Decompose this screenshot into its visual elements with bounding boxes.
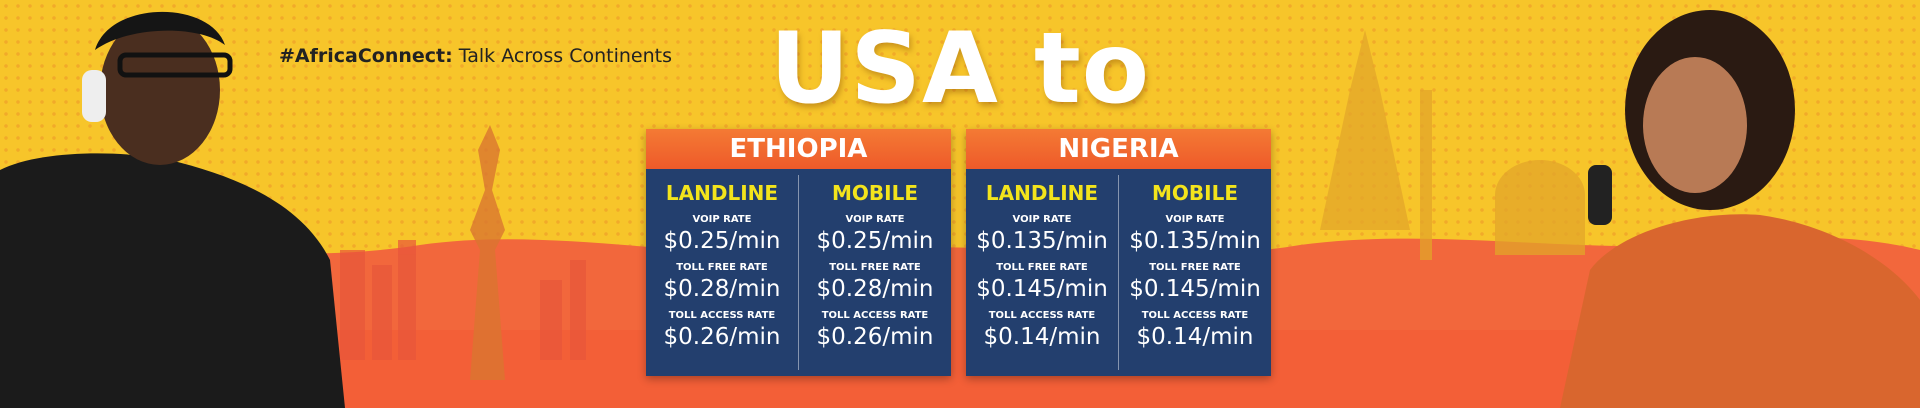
country-panel: ETHIOPIA LANDLINE VOIP RATE $0.25/min TOLL F…: [646, 129, 951, 376]
headline: USA to: [769, 12, 1151, 126]
rate-column: LANDLINE VOIP RATE $0.135/min TOLL FREE RAT…: [966, 169, 1118, 376]
rate-price: $0.25/min: [663, 228, 781, 254]
column-title: MOBILE: [832, 181, 918, 205]
rate-label: TOLL FREE RATE: [676, 262, 768, 273]
rate-label: TOLL ACCESS RATE: [821, 310, 929, 321]
column-title: MOBILE: [1152, 181, 1238, 205]
rate-price: $0.14/min: [1136, 324, 1254, 350]
rate-column: MOBILE VOIP RATE $0.135/min TOLL FREE RATE $…: [1118, 175, 1271, 370]
column-title: LANDLINE: [665, 181, 779, 205]
country-name: ETHIOPIA: [646, 129, 951, 169]
rate-price: $0.135/min: [1129, 228, 1261, 254]
rate-price: $0.145/min: [976, 276, 1108, 302]
rate-column: LANDLINE VOIP RATE $0.25/min TOLL FREE RATE…: [646, 169, 798, 376]
rate-label: TOLL FREE RATE: [996, 262, 1088, 273]
rate-columns: LANDLINE VOIP RATE $0.135/min TOLL FREE RAT…: [966, 169, 1271, 376]
rate-columns: LANDLINE VOIP RATE $0.25/min TOLL FREE RATE…: [646, 169, 951, 376]
rate-label: TOLL ACCESS RATE: [668, 310, 776, 321]
tagline: #AfricaConnect: Talk Across Continents: [279, 45, 672, 67]
tagline-prefix: #AfricaConnect:: [279, 45, 453, 67]
rate-price: $0.28/min: [663, 276, 781, 302]
rate-label: TOLL ACCESS RATE: [988, 310, 1096, 321]
rate-label: VOIP RATE: [845, 214, 905, 225]
rate-price: $0.145/min: [1129, 276, 1261, 302]
rate-label: TOLL FREE RATE: [829, 262, 921, 273]
column-title: LANDLINE: [985, 181, 1099, 205]
rate-label: VOIP RATE: [692, 214, 752, 225]
rate-column: MOBILE VOIP RATE $0.25/min TOLL FREE RATE $0…: [798, 175, 951, 370]
rate-label: VOIP RATE: [1165, 214, 1225, 225]
rate-price: $0.135/min: [976, 228, 1108, 254]
rate-label: VOIP RATE: [1012, 214, 1072, 225]
rate-price: $0.26/min: [816, 324, 934, 350]
rate-price: $0.28/min: [816, 276, 934, 302]
country-panel: NIGERIA LANDLINE VOIP RATE $0.135/min TOLL F…: [966, 129, 1271, 376]
rate-price: $0.14/min: [983, 324, 1101, 350]
tagline-text: Talk Across Continents: [458, 45, 672, 67]
rate-label: TOLL ACCESS RATE: [1141, 310, 1249, 321]
country-name: NIGERIA: [966, 129, 1271, 169]
rate-price: $0.26/min: [663, 324, 781, 350]
rate-price: $0.25/min: [816, 228, 934, 254]
rate-label: TOLL FREE RATE: [1149, 262, 1241, 273]
